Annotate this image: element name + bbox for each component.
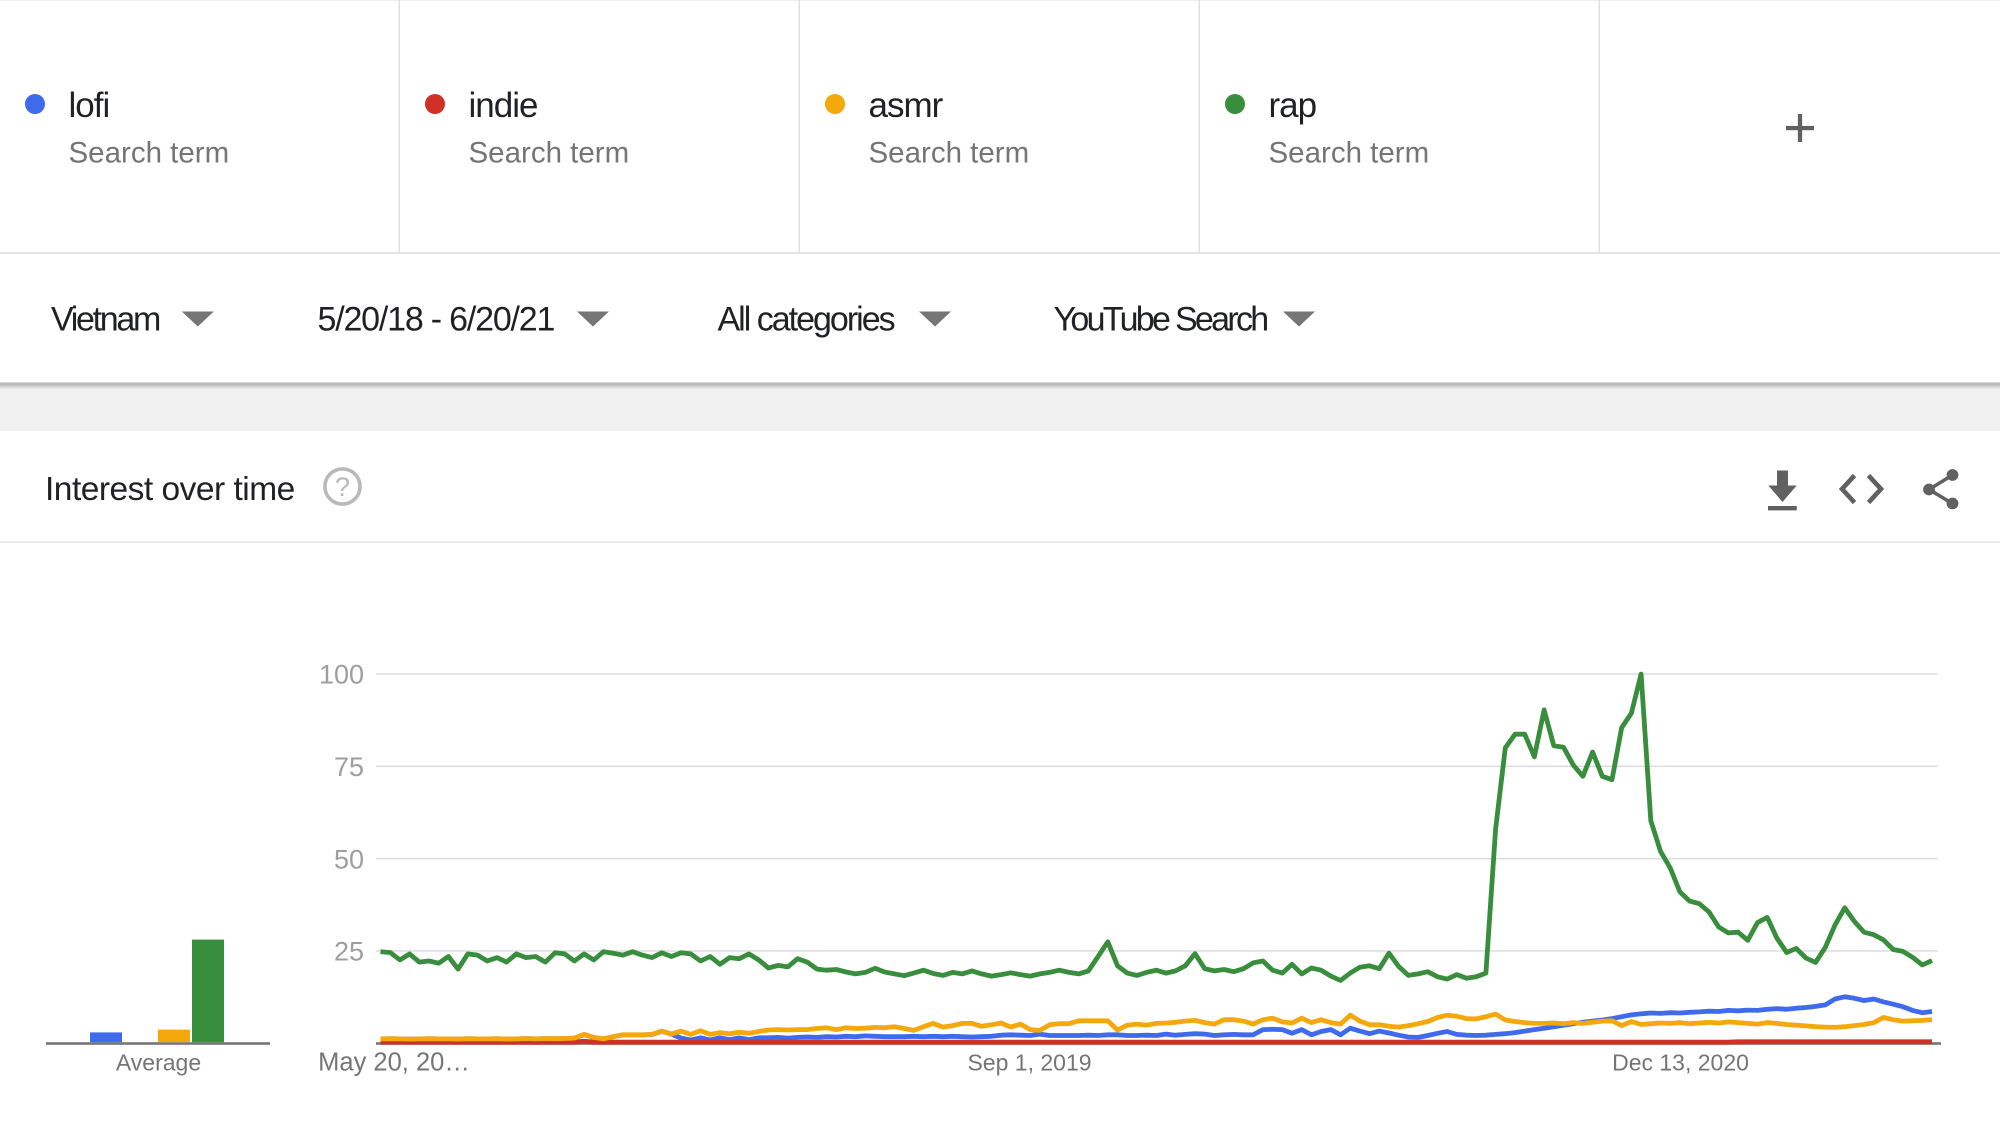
svg-text:Dec 13, 2020: Dec 13, 2020 (1612, 1050, 1749, 1076)
svg-text:May 20, 20…: May 20, 20… (318, 1049, 470, 1077)
svg-text:Interest over time: Interest over time (45, 471, 295, 508)
svg-text:25: 25 (334, 937, 364, 967)
svg-text:50: 50 (334, 844, 364, 874)
svg-text:Search term: Search term (69, 137, 230, 170)
svg-text:YouTube Search: YouTube Search (1054, 300, 1268, 338)
svg-text:All categories: All categories (718, 300, 895, 338)
svg-text:lofi: lofi (69, 86, 110, 125)
svg-text:Sep 1, 2019: Sep 1, 2019 (967, 1050, 1091, 1076)
svg-text:Search term: Search term (469, 137, 630, 170)
svg-text:Average: Average (116, 1050, 201, 1076)
svg-text:asmr: asmr (869, 86, 944, 125)
svg-text:100: 100 (319, 660, 364, 690)
svg-text:Vietnam: Vietnam (51, 300, 160, 338)
svg-text:Search term: Search term (869, 137, 1030, 170)
svg-text:5/20/18 - 6/20/21: 5/20/18 - 6/20/21 (318, 300, 555, 338)
svg-text:Search term: Search term (1269, 137, 1430, 170)
svg-text:?: ? (335, 472, 350, 502)
svg-text:rap: rap (1269, 86, 1317, 125)
svg-text:75: 75 (334, 752, 364, 782)
svg-text:indie: indie (469, 86, 538, 125)
